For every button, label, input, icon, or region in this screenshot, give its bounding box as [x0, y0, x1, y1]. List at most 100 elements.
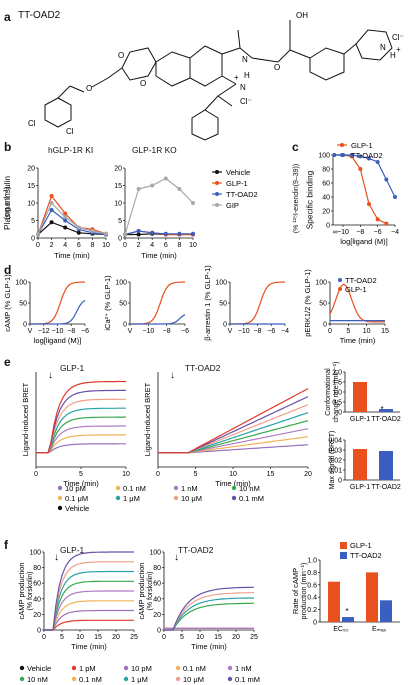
d4-xtick-label: 15 [381, 328, 389, 335]
e-bar2-ylabel: Max signal (BRET) [329, 431, 336, 490]
d2-ytick-label: 100 [115, 280, 127, 287]
b2-title: GLP-1R KO [132, 145, 177, 155]
b2-series-line [124, 230, 193, 236]
b1-series-line [37, 194, 107, 235]
f1-xtick-label: 25 [130, 634, 138, 641]
b-legend-marker [215, 203, 219, 207]
b1-xlabel: Time (min) [54, 251, 90, 260]
b1-series-point [63, 211, 68, 216]
mol-atom-cl4: Cl⁻ [392, 33, 404, 42]
b2-ytick-label: 20 [114, 166, 122, 173]
f-bar-star: * [345, 607, 348, 616]
mol-atom-o3: O [140, 79, 146, 88]
d2-ttoad2-line [130, 314, 186, 325]
e2-xtick-label: 5 [194, 471, 198, 478]
b1-series-line [37, 221, 107, 236]
d1-ytick-label: 100 [15, 280, 27, 287]
f2-xtick-label: 25 [250, 634, 258, 641]
c-ytick-label: 40 [322, 195, 330, 202]
b2-xtick-label: 6 [164, 242, 168, 249]
f2-ytick-label: 80 [153, 565, 161, 572]
f1-yunit: (% forskolin) [27, 572, 34, 611]
d1-xtick-label: −6 [81, 328, 89, 335]
e-bar1-ylabel: Conformational [325, 368, 332, 416]
f-bar-ytick-label: 0 [313, 620, 317, 627]
pyridinium-ring [355, 29, 393, 61]
f-legend-marker [175, 665, 181, 671]
f2-xtick-label: 15 [214, 634, 222, 641]
c-series-point [349, 153, 354, 157]
f2-series-line [164, 602, 254, 631]
b1-series-line [37, 201, 107, 235]
e-legend-label: 1 nM [181, 484, 198, 493]
f1-series-line [44, 570, 134, 631]
f-legend-label: Vehicle [27, 664, 51, 673]
b-legend-marker [215, 170, 219, 174]
f1-ytick-label: 20 [33, 612, 41, 619]
panel-e-charts: 0 5 10 Ligand-induced BRET Time (min) ↓ 0 5 10 15… [21, 362, 401, 513]
e-legend-label: 1 μM [123, 494, 140, 503]
d4-xtick-label: 10 [363, 328, 371, 335]
benzo-ring [155, 51, 191, 87]
d2-xtick-label: −8 [163, 328, 171, 335]
f2-arrow: ↓ [174, 552, 179, 563]
b2-series-point [136, 187, 141, 191]
f-legend-label: 10 μM [183, 675, 204, 684]
e-legend-label: 10 μM [181, 494, 202, 503]
f1-arrow: ↓ [54, 552, 59, 563]
c-series-point [393, 195, 397, 199]
f-legend-label: 1 pM [79, 664, 96, 673]
panel-c-chart: 0 20 40 60 80 100 −10 −8 −6 −4 ∞log[ligand (M)] GLP… [318, 141, 399, 246]
b1-series-point [63, 215, 68, 219]
e-bar1-ytick-label: 0 [338, 410, 342, 417]
e2-series-line [158, 388, 309, 454]
b2-xtick-label: 2 [137, 242, 141, 249]
e-bar1-ylabel2: change rate (min⁻¹) [333, 362, 340, 423]
b2-xtick-label: 4 [150, 242, 154, 249]
mol-atom-cl2: Cl [66, 127, 74, 136]
f-legend-label: 0.1 mM [235, 675, 260, 684]
d2-glp1-line [130, 281, 186, 325]
f-legend-label: 1 nM [235, 664, 252, 673]
f1-series-line [44, 551, 134, 631]
e2-series-line [158, 444, 309, 454]
b-yunit: (ng ml⁻¹) [1, 186, 12, 220]
c-series-point [332, 153, 337, 157]
mol-atom-o2: O [118, 51, 124, 60]
e-legend-marker [173, 485, 179, 491]
panel-label-b: b [4, 140, 12, 154]
d4-ytick-label: 0 [323, 322, 327, 329]
e2-arrow: ↓ [170, 370, 175, 381]
mol-atom-cl3: Cl⁻ [240, 97, 252, 106]
b1-series-point [90, 229, 95, 233]
e2-xtick-label: 10 [229, 471, 237, 478]
f1-series-line [44, 561, 134, 631]
d3-ytick-label: 0 [223, 322, 227, 329]
e2-series-line [158, 396, 309, 454]
b1-series-point [49, 220, 54, 225]
b2-xlabel: Time (min) [141, 251, 177, 260]
f-legend-marker [123, 665, 129, 671]
f-legend-marker [71, 665, 77, 671]
c-ytick-label: 100 [318, 153, 330, 160]
f-bar-rect [342, 617, 354, 622]
f2-title: TT-OAD2 [178, 545, 214, 555]
d4-ylabel: pERK1/2 (% GLP-1) [303, 269, 312, 337]
mol-atom-oh: OH [296, 11, 308, 20]
e-legend-marker [231, 485, 237, 491]
f-legend-label: 0.1 nM [79, 675, 102, 684]
e-bar1-ytick-label: 0.5 [332, 400, 342, 407]
f-legend-label: 10 nM [27, 675, 48, 684]
b1-ytick-label: 20 [27, 166, 35, 173]
b2-ytick-label: 15 [114, 183, 122, 190]
b2-xtick-label: 0 [123, 242, 127, 249]
f2-ylabel: cAMP production [137, 563, 146, 620]
b1-ytick-label: 5 [31, 218, 35, 225]
f2-xtick-label: 0 [162, 634, 166, 641]
f2-ytick-label: 40 [153, 596, 161, 603]
e2-title: TT-OAD2 [185, 363, 221, 373]
d4-xtick-label: 0 [328, 328, 332, 335]
b2-series-point [150, 183, 155, 188]
phenyl-ring-2 [309, 47, 345, 81]
